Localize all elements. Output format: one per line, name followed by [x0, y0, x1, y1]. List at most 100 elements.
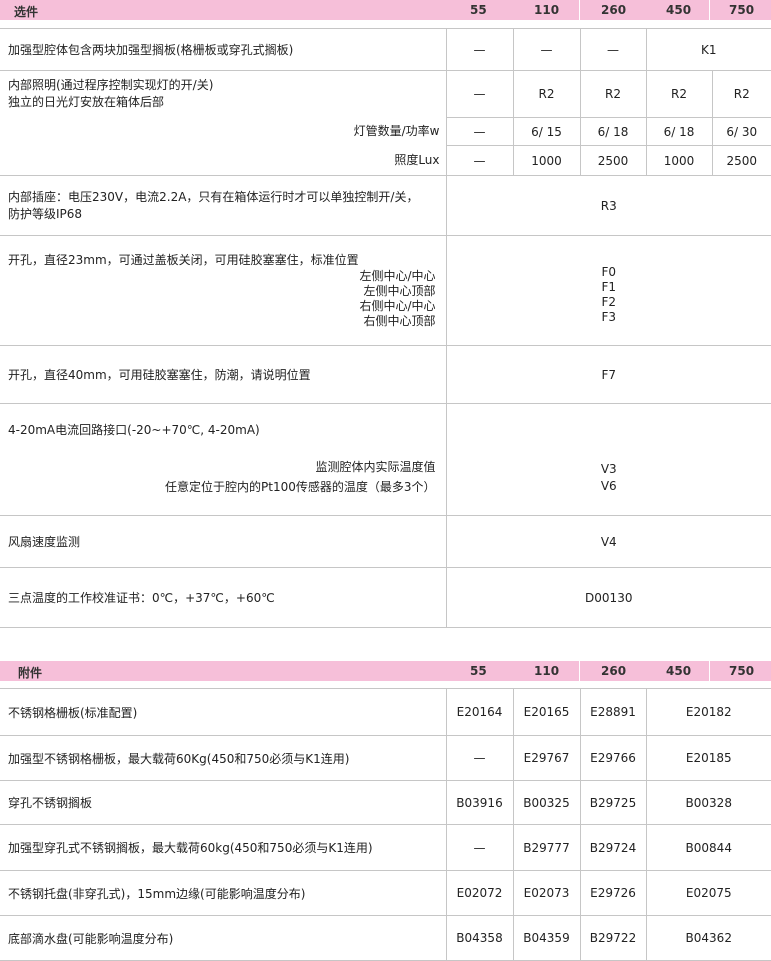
table-row: 开孔，直径40mm，可用硅胶塞塞住，防潮，请说明位置 F7 [0, 346, 771, 404]
code: F2 [447, 295, 771, 310]
col-110: 110 [534, 3, 559, 17]
col-260: 260 [601, 664, 626, 678]
row-label: 4-20mA电流回路接口(-20~+70℃, 4-20mA) 监测腔体内实际温度… [0, 404, 446, 516]
code: V3 [447, 461, 771, 478]
cell: 1000 [646, 146, 712, 176]
cell: — [446, 29, 513, 71]
row-label: 不锈钢格栅板(标准配置) [0, 689, 446, 736]
cell: B04358 [446, 916, 513, 961]
cell: F7 [446, 346, 771, 404]
cell: R2 [712, 71, 771, 118]
row-label: 内部照明(通过程序控制实现灯的开/关) 独立的日光灯安放在箱体后部 灯管数量/功… [0, 71, 446, 176]
cell: — [446, 825, 513, 871]
cell: — [446, 71, 513, 118]
col-55: 55 [470, 664, 487, 678]
cell: E02075 [646, 871, 771, 916]
row-label: 开孔，直径23mm，可通过盖板关闭，可用硅胶塞塞住，标准位置 左侧中心/中心 左… [0, 236, 446, 346]
col-450: 450 [666, 3, 691, 17]
row-label: 开孔，直径40mm，可用硅胶塞塞住，防潮，请说明位置 [0, 346, 446, 404]
cell: 6/ 30 [712, 118, 771, 146]
cell: B04359 [513, 916, 580, 961]
code: F3 [447, 310, 771, 325]
code: F1 [447, 280, 771, 295]
cell: B29777 [513, 825, 580, 871]
position-label: 左侧中心/中心 [8, 269, 436, 284]
table-row: 加强型腔体包含两块加强型搁板(格栅板或穿孔式搁板) — — — K1 [0, 29, 771, 71]
table-row: 内部插座：电压230V，电流2.2A，只有在箱体运行时才可以单独控制开/关， 防… [0, 176, 771, 236]
label-line: 内部照明(通过程序控制实现灯的开/关) [8, 77, 446, 94]
cell: F0 F1 F2 F3 [446, 236, 771, 346]
row-label: 加强型腔体包含两块加强型搁板(格栅板或穿孔式搁板) [0, 29, 446, 71]
sub-label: 任意定位于腔内的Pt100传感器的温度（最多3个） [8, 477, 436, 497]
cell: — [580, 29, 646, 71]
row-label: 不锈钢托盘(非穿孔式)，15mm边缘(可能影响温度分布) [0, 871, 446, 916]
cell: B29724 [580, 825, 646, 871]
row-label: 穿孔不锈钢搁板 [0, 781, 446, 825]
cell: E20182 [646, 689, 771, 736]
cell: B29725 [580, 781, 646, 825]
cell: R2 [513, 71, 580, 118]
label-line: 防护等级IP68 [8, 206, 446, 223]
position-label: 右侧中心顶部 [8, 314, 436, 329]
cell: E29767 [513, 736, 580, 781]
cell: — [513, 29, 580, 71]
row-label: 加强型不锈钢格栅板，最大载荷60Kg(450和750必须与K1连用) [0, 736, 446, 781]
table-row: 风扇速度监测 V4 [0, 516, 771, 568]
label-line: 独立的日光灯安放在箱体后部 [8, 94, 446, 111]
options-header-title: 选件 [14, 3, 38, 20]
cell: E20185 [646, 736, 771, 781]
col-450: 450 [666, 664, 691, 678]
cell: E02073 [513, 871, 580, 916]
col-110: 110 [534, 664, 559, 678]
table-row: 加强型不锈钢格栅板，最大载荷60Kg(450和750必须与K1连用)—E2976… [0, 736, 771, 781]
accessories-header: 附件 55 110 260 450 750 [0, 661, 771, 681]
label-line: 4-20mA电流回路接口(-20~+70℃, 4-20mA) [8, 422, 446, 439]
options-table: 加强型腔体包含两块加强型搁板(格栅板或穿孔式搁板) — — — K1 内部照明(… [0, 28, 771, 628]
cell: R3 [446, 176, 771, 236]
row-label: 加强型穿孔式不锈钢搁板，最大载荷60kg(450和750必须与K1连用) [0, 825, 446, 871]
row-label: 内部插座：电压230V，电流2.2A，只有在箱体运行时才可以单独控制开/关， 防… [0, 176, 446, 236]
options-header: 选件 55 110 260 450 750 [0, 0, 771, 20]
col-55: 55 [470, 3, 487, 17]
code: F0 [447, 265, 771, 280]
cell: V3 V6 [446, 404, 771, 516]
table-row: 4-20mA电流回路接口(-20~+70℃, 4-20mA) 监测腔体内实际温度… [0, 404, 771, 516]
col-750: 750 [729, 664, 754, 678]
col-750: 750 [729, 3, 754, 17]
cell: B00844 [646, 825, 771, 871]
cell: B00328 [646, 781, 771, 825]
lux-label: 照度Lux [8, 145, 446, 175]
cell: E02072 [446, 871, 513, 916]
cell: B00325 [513, 781, 580, 825]
row-label: 三点温度的工作校准证书：0℃，+37℃，+60℃ [0, 568, 446, 628]
cell: D00130 [446, 568, 771, 628]
cell: E20165 [513, 689, 580, 736]
cell: 2500 [580, 146, 646, 176]
table-row: 加强型穿孔式不锈钢搁板，最大载荷60kg(450和750必须与K1连用)—B29… [0, 825, 771, 871]
cell: — [446, 146, 513, 176]
table-row: 内部照明(通过程序控制实现灯的开/关) 独立的日光灯安放在箱体后部 灯管数量/功… [0, 71, 771, 118]
cell: 2500 [712, 146, 771, 176]
table-row: 三点温度的工作校准证书：0℃，+37℃，+60℃ D00130 [0, 568, 771, 628]
position-label: 左侧中心顶部 [8, 284, 436, 299]
label-line: 开孔，直径23mm，可通过盖板关闭，可用硅胶塞塞住，标准位置 [8, 252, 446, 269]
cell: B29722 [580, 916, 646, 961]
cell: 6/ 15 [513, 118, 580, 146]
cell: B04362 [646, 916, 771, 961]
row-label: 底部滴水盘(可能影响温度分布) [0, 916, 446, 961]
cell: 6/ 18 [580, 118, 646, 146]
accessories-header-title: 附件 [18, 664, 42, 681]
row-label: 风扇速度监测 [0, 516, 446, 568]
cell: K1 [646, 29, 771, 71]
cell: R2 [646, 71, 712, 118]
code: V6 [447, 478, 771, 495]
cell: V4 [446, 516, 771, 568]
position-label: 右侧中心/中心 [8, 299, 436, 314]
cell: E20164 [446, 689, 513, 736]
cell: B03916 [446, 781, 513, 825]
